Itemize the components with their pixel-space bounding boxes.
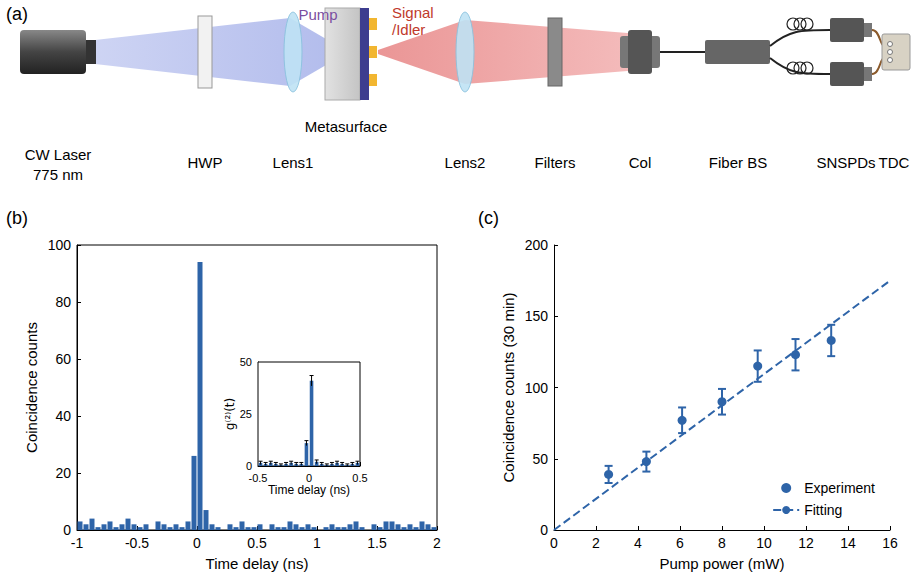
- svg-text:200: 200: [525, 237, 549, 253]
- svg-text:SNSPDs: SNSPDs: [816, 154, 875, 171]
- svg-text:-0.5: -0.5: [125, 535, 149, 551]
- svg-text:0: 0: [306, 472, 312, 484]
- svg-text:100: 100: [48, 237, 72, 253]
- svg-text:0: 0: [246, 460, 252, 472]
- svg-text:6: 6: [676, 535, 684, 551]
- svg-text:16: 16: [882, 535, 898, 551]
- svg-text:14: 14: [840, 535, 856, 551]
- svg-text:0: 0: [550, 535, 558, 551]
- svg-text:8: 8: [718, 535, 726, 551]
- html-text:(b): (b): [6, 208, 28, 228]
- svg-text:0: 0: [193, 535, 201, 551]
- svg-text:/Idler: /Idler: [392, 21, 425, 38]
- svg-text:0.5: 0.5: [247, 535, 267, 551]
- svg-text:Pump power (mW): Pump power (mW): [659, 555, 784, 572]
- svg-text:4: 4: [634, 535, 642, 551]
- svg-text:0: 0: [63, 522, 71, 538]
- svg-text:g⁽²⁾(t): g⁽²⁾(t): [223, 398, 237, 430]
- svg-text:Fitting: Fitting: [804, 502, 842, 518]
- svg-text:20: 20: [55, 465, 71, 481]
- svg-text:-0.5: -0.5: [249, 472, 268, 484]
- svg-text:2: 2: [592, 535, 600, 551]
- svg-text:12: 12: [798, 535, 814, 551]
- svg-text:Lens2: Lens2: [445, 154, 486, 171]
- svg-text:CW Laser: CW Laser: [25, 146, 92, 163]
- svg-text:HWP: HWP: [188, 154, 223, 171]
- svg-text:0.5: 0.5: [352, 472, 367, 484]
- svg-text:50: 50: [532, 451, 548, 467]
- svg-text:10: 10: [756, 535, 772, 551]
- html-text:(c): (c): [478, 208, 499, 228]
- svg-text:Metasurface: Metasurface: [305, 118, 388, 135]
- svg-text:100: 100: [525, 380, 549, 396]
- svg-text:80: 80: [55, 294, 71, 310]
- svg-text:Fiber BS: Fiber BS: [709, 154, 767, 171]
- svg-text:Time delay (ns): Time delay (ns): [206, 555, 309, 572]
- svg-text:Time delay (ns): Time delay (ns): [268, 483, 350, 497]
- html-text:(a): (a): [6, 4, 28, 24]
- svg-text:40: 40: [55, 408, 71, 424]
- svg-text:Pump: Pump: [298, 6, 337, 23]
- svg-text:1.5: 1.5: [367, 535, 387, 551]
- svg-text:Col: Col: [629, 154, 652, 171]
- svg-text:Signal: Signal: [392, 4, 434, 21]
- svg-text:Filters: Filters: [535, 154, 576, 171]
- svg-text:-1: -1: [71, 535, 84, 551]
- svg-text:775 nm: 775 nm: [33, 166, 83, 183]
- svg-text:Coincidence counts (30 min): Coincidence counts (30 min): [500, 292, 517, 482]
- svg-text:Coincidence counts: Coincidence counts: [23, 322, 40, 453]
- svg-text:50: 50: [240, 356, 252, 368]
- svg-text:Lens1: Lens1: [273, 154, 314, 171]
- svg-text:TDC: TDC: [879, 154, 910, 171]
- svg-text:60: 60: [55, 351, 71, 367]
- svg-text:150: 150: [525, 308, 549, 324]
- svg-text:25: 25: [240, 408, 252, 420]
- svg-text:Experiment: Experiment: [804, 480, 875, 496]
- svg-text:1: 1: [313, 535, 321, 551]
- svg-text:2: 2: [433, 535, 441, 551]
- svg-text:0: 0: [540, 522, 548, 538]
